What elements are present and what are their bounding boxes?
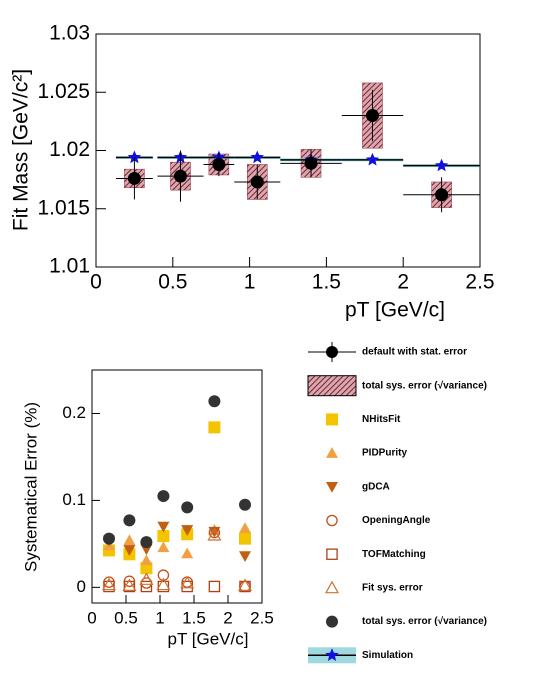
marker — [103, 532, 115, 545]
marker — [326, 615, 338, 628]
x-tick-label: 2.5 — [250, 608, 274, 627]
marker — [140, 536, 153, 549]
marker — [208, 580, 221, 593]
x-tick-label: 1 — [244, 271, 256, 294]
marker — [140, 554, 153, 566]
marker — [326, 514, 338, 527]
marker — [123, 514, 136, 527]
marker — [250, 150, 264, 164]
marker — [365, 152, 380, 166]
marker — [324, 580, 340, 594]
marker — [139, 572, 154, 585]
marker — [127, 150, 142, 164]
y-tick-label: 1.025 — [37, 80, 90, 103]
marker — [239, 580, 251, 593]
y-tick-label: 0.2 — [62, 403, 86, 422]
marker — [239, 498, 251, 511]
x-tick-label: 0.5 — [114, 608, 138, 627]
marker — [157, 569, 170, 581]
marker — [326, 482, 338, 493]
y-tick-label: 1.01 — [49, 255, 90, 278]
marker — [157, 541, 170, 553]
y-tick-label: 1.03 — [49, 22, 90, 45]
x-tick-label: 0.5 — [158, 271, 187, 294]
y-tick-label: 0 — [77, 577, 86, 596]
x-tick-label: 0 — [87, 608, 96, 627]
legend-label: default with stat. error — [362, 347, 467, 358]
marker — [173, 169, 187, 183]
x-tick-label: 2 — [397, 271, 409, 294]
marker — [122, 578, 137, 592]
marker — [103, 580, 115, 593]
marker — [208, 421, 221, 434]
x-axis-title: pT [GeV/c] — [168, 629, 249, 648]
marker — [304, 156, 318, 170]
marker — [181, 501, 194, 514]
marker — [157, 580, 170, 593]
x-tick-label: 1.5 — [312, 271, 341, 294]
marker — [435, 188, 449, 202]
marker — [250, 175, 264, 189]
x-tick-label: 2.5 — [465, 271, 494, 294]
marker — [326, 548, 338, 560]
marker — [208, 395, 221, 408]
marker — [207, 527, 222, 541]
legend-swatch — [307, 375, 357, 397]
marker — [212, 157, 226, 171]
y-tick-label: 1.02 — [49, 138, 90, 161]
x-tick-label: 1 — [155, 608, 164, 627]
legend-label: NHitsFit — [362, 414, 401, 425]
y-tick-label: 1.015 — [37, 196, 90, 219]
marker — [140, 562, 153, 575]
marker — [239, 522, 251, 534]
legend-label: gDCA — [362, 481, 390, 492]
marker — [325, 648, 339, 661]
x-tick-label: 0 — [90, 271, 102, 294]
marker — [434, 158, 449, 172]
marker — [239, 551, 251, 563]
legend-label: Simulation — [362, 650, 413, 661]
marker — [101, 577, 117, 591]
marker — [326, 346, 338, 358]
y-axis-title: Systematical Error (%) — [21, 402, 40, 572]
x-tick-label: 1.5 — [182, 608, 206, 627]
marker — [157, 521, 170, 533]
x-axis-title: pT [GeV/c] — [345, 299, 445, 322]
marker — [237, 578, 253, 592]
legend-label: TOFMatching — [362, 549, 426, 560]
plot-frame — [95, 33, 481, 268]
legend-label: PIDPurity — [362, 448, 407, 459]
marker — [365, 109, 379, 123]
y-tick-label: 0.1 — [62, 490, 86, 509]
marker — [123, 534, 136, 546]
marker — [181, 576, 193, 588]
marker — [123, 545, 136, 556]
marker — [157, 490, 170, 503]
marker — [156, 577, 171, 591]
marker — [157, 530, 170, 543]
marker — [127, 171, 141, 185]
marker — [140, 580, 153, 593]
marker — [180, 575, 195, 589]
legend-label: OpeningAngle — [362, 515, 431, 526]
plot-frame — [91, 369, 263, 604]
marker — [181, 525, 194, 536]
y-axis-title: Fit Mass [GeV/c²] — [10, 69, 33, 231]
marker — [326, 447, 338, 458]
x-tick-label: 2 — [223, 608, 232, 627]
marker — [208, 526, 221, 539]
legend-label: Fit sys. error — [362, 583, 423, 594]
marker — [181, 547, 194, 559]
legend-label: total sys. error (√variance) — [362, 380, 487, 391]
marker — [208, 526, 221, 538]
marker — [326, 413, 338, 426]
marker — [239, 532, 251, 545]
legend-label: total sys. error (√variance) — [362, 616, 487, 627]
marker — [123, 580, 136, 593]
